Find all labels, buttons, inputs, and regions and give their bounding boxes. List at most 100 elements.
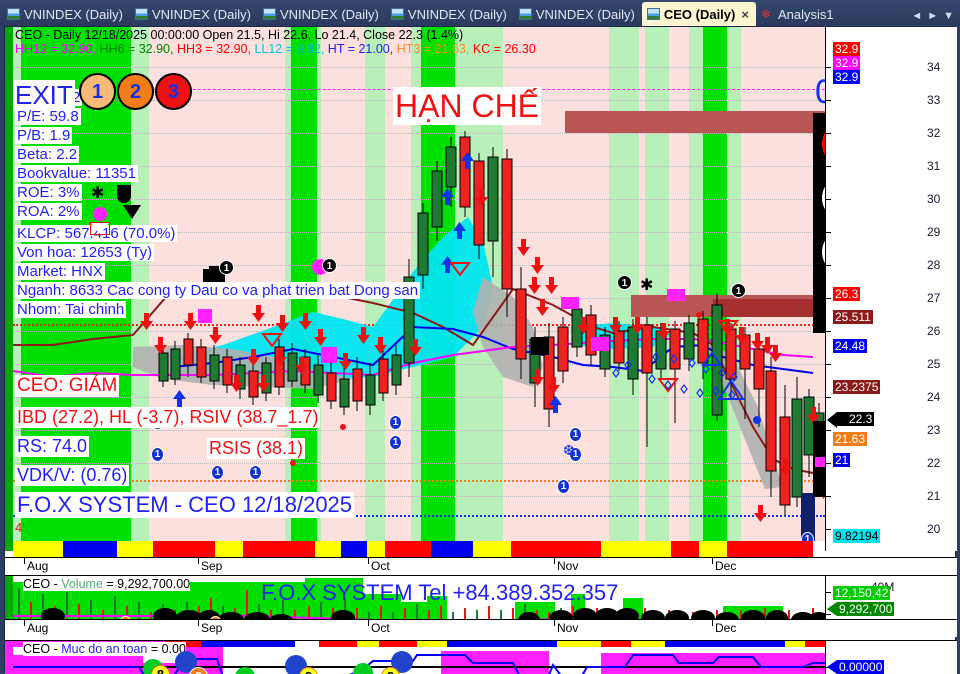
- date-label: Oct: [368, 558, 390, 573]
- fundamental-market: Market: HNX: [15, 263, 105, 280]
- price-series-svg: [13, 131, 825, 545]
- traffic-light-green: [822, 229, 825, 275]
- fundamental-pe: P/E: 59.8: [15, 108, 81, 125]
- safety-pane[interactable]: CEO - Muc do an toan = 0.00 8 8 8 8 0.00…: [5, 640, 957, 674]
- tab-vnindex-1[interactable]: VNINDEX (Daily): [2, 2, 130, 26]
- signal-bubble: 1: [557, 479, 570, 494]
- fundamental-nganh: Nganh: 8633 Cac cong ty Dau co va phat t…: [15, 282, 421, 299]
- sell-arrow-group: [140, 189, 825, 522]
- green-dot-marker: [235, 667, 255, 674]
- gridline: [13, 166, 825, 167]
- ibd-line-label: IBD (27.2), HL (-3.7), RSIV (38.7_1.7): [15, 407, 321, 428]
- price-pointer-icon: [827, 412, 837, 428]
- tab-vnindex-2[interactable]: VNINDEX (Daily): [130, 2, 258, 26]
- tab-vnindex-5[interactable]: VNINDEX (Daily): [514, 2, 642, 26]
- axis-tick-label: 20: [927, 522, 941, 536]
- brand-footer-label: F.O.X SYSTEM - CEO 12/18/2025: [15, 492, 355, 518]
- hh6-value: HH6 = 32.90,: [99, 42, 174, 56]
- price-pane[interactable]: 1 1 1 1 ✱ 1 1 1 1 1 1 1 1 1 1 ❆: [5, 27, 957, 551]
- price-date-axis: Aug Sep Oct Nov Dec: [5, 557, 957, 575]
- date-label: Nov: [553, 620, 579, 635]
- tab-next-icon[interactable]: ►: [927, 10, 939, 22]
- axis-tick-label: 30: [927, 192, 941, 206]
- stage-badge-2[interactable]: 2: [117, 73, 154, 110]
- tab-label: VNINDEX (Daily): [407, 6, 507, 22]
- price-axis[interactable]: 34 33 32 31 30 29 28 27 26 25 24 23 22 2…: [825, 27, 957, 551]
- bulb-icon: [117, 185, 131, 203]
- traffic-light-yellow: [822, 175, 825, 221]
- safety-plot-area: CEO - Muc do an toan = 0.00 8 8 8 8: [13, 641, 825, 674]
- tab-label: VNINDEX (Daily): [151, 6, 251, 22]
- tab-list-icon[interactable]: ▼: [943, 10, 954, 22]
- resistance-zone: [713, 299, 825, 317]
- close-icon[interactable]: ×: [741, 6, 749, 22]
- tab-ceo-daily[interactable]: CEO (Daily) ×: [641, 2, 756, 26]
- volume-tag-last: 9,292,700: [837, 602, 895, 616]
- volume-date-axis: Aug Sep Oct Nov Dec: [5, 619, 957, 637]
- tab-label: Analysis1: [777, 6, 834, 22]
- fundamental-roa: ROA: 2%: [15, 203, 82, 220]
- pane-edge-ribbon: [5, 27, 13, 551]
- date-label: Dec: [711, 620, 737, 635]
- pane-edge-ribbon: [5, 641, 13, 674]
- signal-bubble: 1: [569, 427, 582, 442]
- fundamental-nhom: Nhom: Tai chinh: [15, 301, 127, 318]
- resistance-zone: [565, 111, 825, 133]
- safety-axis[interactable]: 0.00000: [825, 641, 957, 674]
- stage-badge-3[interactable]: 3: [155, 73, 192, 110]
- green-dot-marker: [353, 663, 373, 674]
- pane-edge-ribbon: [5, 576, 13, 637]
- chart-icon: [646, 8, 660, 20]
- quote-header-line: CEO - Daily 12/18/2025 00:00:00 Open 21.…: [15, 28, 464, 42]
- regime-band: [689, 27, 703, 551]
- price-plot-area[interactable]: 1 1 1 1 ✱ 1 1 1 1 1 1 1 1 1 1 ❆: [13, 27, 825, 551]
- signal-giam-label: CEO: GIẢM: [15, 375, 120, 397]
- date-label: Aug: [23, 558, 49, 573]
- axis-spine: [825, 27, 826, 551]
- traffic-light-red: [822, 121, 825, 167]
- tab-analysis1[interactable]: ❄ Analysis1: [756, 2, 841, 26]
- fundamental-beta: Beta: 2.2: [15, 146, 80, 163]
- gridline: [13, 496, 825, 497]
- asterisk-icon: ✱: [91, 185, 105, 202]
- price-tag-res2: 23.2375: [833, 380, 881, 394]
- small-corner-label: 4': [15, 520, 25, 535]
- rs-label: RS: 74.0: [15, 436, 90, 457]
- stage-badge-1[interactable]: 1: [79, 73, 116, 110]
- diamond-marker-group: [612, 352, 738, 400]
- han-che-label: HẠN CHẾ: [393, 87, 542, 125]
- axis-tick-label: 28: [927, 258, 941, 272]
- chart-icon: [262, 8, 276, 20]
- chart-container: 1 1 1 1 ✱ 1 1 1 1 1 1 1 1 1 1 ❆: [4, 26, 957, 674]
- price-tag-last: 22.3: [837, 412, 875, 426]
- candle-series: [158, 131, 825, 545]
- signal-bubble: 1: [389, 435, 402, 450]
- chart-icon: [518, 8, 532, 20]
- hh3-value: HH3 = 32.90,: [176, 42, 251, 56]
- price-tag-kc: 26.3: [833, 287, 861, 301]
- price-tag-hh6: 32.9: [833, 56, 861, 70]
- chart-icon: [134, 8, 148, 20]
- tab-vnindex-3[interactable]: VNINDEX (Daily): [258, 2, 386, 26]
- safety-pane-label: CEO - Muc do an toan = 0.00: [23, 642, 186, 656]
- signal-bubble: 1: [151, 447, 164, 462]
- triangle-marker-group: [261, 262, 739, 393]
- zero-zero-label: 0(0): [815, 73, 825, 111]
- axis-tick-label: 31: [927, 159, 941, 173]
- gridline: [13, 133, 825, 134]
- blue-dot-marker: [753, 416, 761, 424]
- levels-header-line: HH12 = 32.90, HH6 = 32.90, HH3 = 32.90, …: [15, 42, 536, 56]
- price-tag-ll12: 9.82194: [833, 529, 881, 543]
- chart-icon: [7, 8, 20, 20]
- date-label: Dec: [711, 558, 737, 573]
- tab-label: VNINDEX (Daily): [279, 6, 379, 22]
- triangle-outline-icon: [90, 222, 110, 235]
- tab-vnindex-4[interactable]: VNINDEX (Daily): [386, 2, 514, 26]
- price-tag-ht3: 21.63: [833, 432, 868, 446]
- signal-bubble: 1: [389, 415, 402, 430]
- gridline: [13, 463, 825, 464]
- fundamental-pb: P/B: 1.9: [15, 127, 73, 144]
- tab-nav-controls: ◄ ► ▼: [911, 10, 960, 26]
- tab-prev-icon[interactable]: ◄: [911, 10, 923, 22]
